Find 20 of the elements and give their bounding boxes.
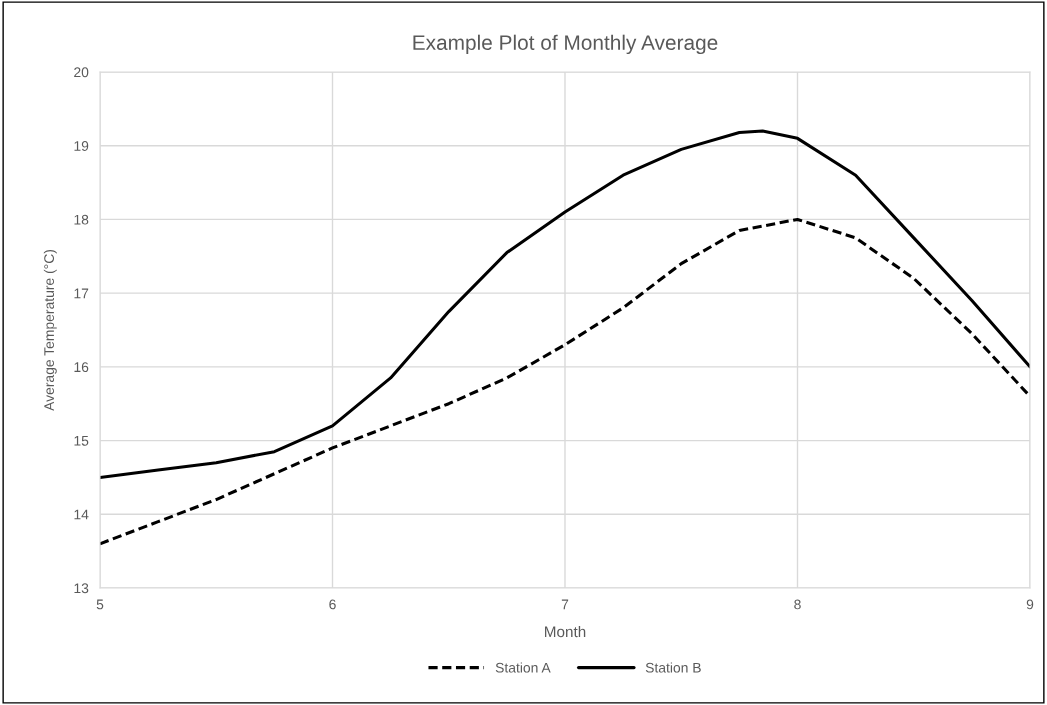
- x-tick-label: 9: [1026, 599, 1034, 610]
- x-tick-label: 5: [96, 599, 104, 610]
- legend-label: Station A: [495, 662, 551, 673]
- x-tick-label: 7: [561, 599, 569, 610]
- y-tick-label: 15: [74, 436, 89, 446]
- y-tick-label: 13: [74, 583, 89, 594]
- y-tick-label: 17: [74, 288, 89, 299]
- x-axis-title: Month: [545, 625, 586, 638]
- y-tick-label: 18: [74, 214, 89, 225]
- line-series: [100, 129, 1030, 479]
- y-tick-label: 14: [74, 509, 89, 520]
- line-series: [100, 217, 1030, 546]
- x-tick-label: 8: [794, 599, 801, 610]
- chart-title: Example Plot of Monthly Average: [413, 34, 718, 55]
- x-tick-label: 6: [329, 599, 336, 610]
- y-tick-label: 19: [74, 141, 89, 151]
- legend-label: Station B: [645, 662, 701, 673]
- y-tick-label: 20: [74, 67, 89, 78]
- y-tick-label: 16: [74, 362, 89, 373]
- y-axis-title: Average Temperature (°C): [43, 249, 57, 411]
